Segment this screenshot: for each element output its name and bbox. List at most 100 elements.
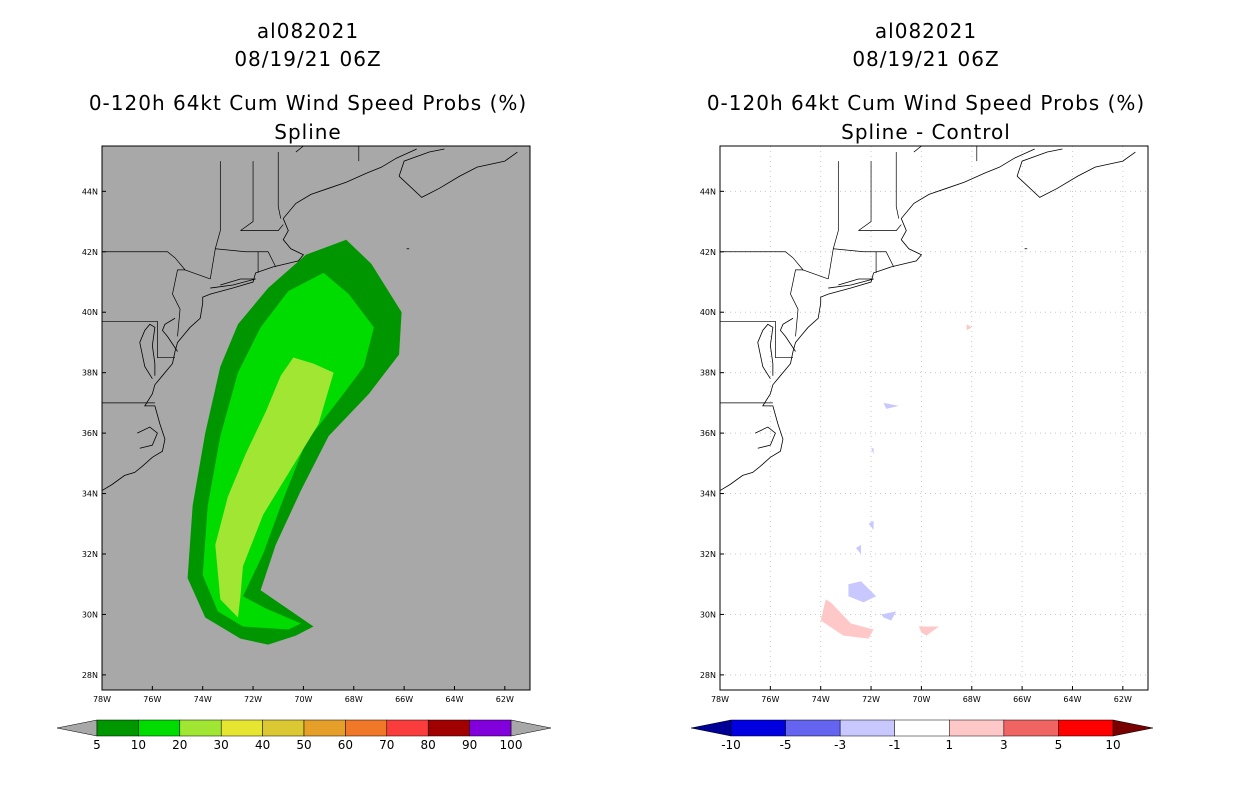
coastline [398, 148, 445, 177]
x-tick-label: 66W [1013, 695, 1031, 704]
state-border [720, 251, 829, 280]
state-border [277, 152, 282, 219]
colorbar-label: -1 [889, 738, 901, 752]
colorbar-swatch [785, 719, 841, 737]
right-colorbar: -10 -5 -3 -1 1 3 5 10 [690, 719, 1154, 752]
y-tick-label: 32N [82, 550, 98, 559]
left-panel: al082021 08/19/21 06Z 0-120h 64kt Cum Wi… [56, 19, 552, 752]
colorbar-label: 100 [500, 738, 523, 752]
y-tick-label: 42N [700, 248, 716, 257]
x-tick-label: 76W [143, 695, 161, 704]
state-border [858, 161, 872, 231]
colorbar-label: 5 [93, 738, 101, 752]
colorbar-over-arrow [1112, 719, 1154, 737]
state-border [895, 152, 900, 219]
contour-region--1--3 [868, 520, 874, 530]
left-title: 0-120h 64kt Cum Wind Speed Probs (%) [89, 91, 527, 115]
contour-region-20-30 [215, 357, 334, 618]
colorbar-label: -5 [780, 738, 792, 752]
colorbar-label: 20 [172, 738, 187, 752]
coastline [757, 323, 774, 379]
x-tick-label: 64W [1063, 695, 1081, 704]
x-tick-label: 78W [93, 695, 111, 704]
y-tick-label: 36N [82, 429, 98, 438]
colorbar-swatch [345, 719, 388, 737]
colorbar-label: 1 [945, 738, 953, 752]
x-tick-label: 78W [711, 695, 729, 704]
left-colorbar: 5 10 20 30 40 50 60 70 80 90 100 [56, 719, 552, 752]
colorbar-swatch [1058, 719, 1114, 737]
left-coastlines [102, 146, 518, 491]
x-tick-label: 68W [963, 695, 981, 704]
y-tick-label: 28N [700, 671, 716, 680]
contour-region--1--3 [848, 581, 877, 603]
y-tick-label: 30N [700, 610, 716, 619]
left-datetime: 08/19/21 06Z [234, 47, 381, 71]
contour-region--1--3 [871, 448, 874, 455]
colorbar-label: 70 [379, 738, 394, 752]
coastline [102, 148, 417, 491]
y-tick-label: 38N [82, 369, 98, 378]
left-storm-id: al082021 [257, 19, 359, 43]
y-tick-label: 28N [82, 671, 98, 680]
colorbar-label: 80 [421, 738, 436, 752]
colorbar-swatch [179, 719, 222, 737]
x-tick-label: 72W [244, 695, 262, 704]
colorbar-label: 50 [296, 738, 311, 752]
left-x-axis: 78W 76W 74W 72W 70W 68W 66W 64W 62W [93, 686, 514, 704]
y-tick-label: 30N [82, 610, 98, 619]
y-tick-label: 40N [82, 308, 98, 317]
coastline [1016, 148, 1063, 177]
state-border [720, 320, 794, 358]
x-tick-label: 62W [1114, 695, 1132, 704]
y-tick-label: 44N [700, 187, 716, 196]
colorbar-label: 60 [338, 738, 353, 752]
coastline [1016, 151, 1136, 198]
colorbar-swatch [386, 719, 429, 737]
colorbar-under-arrow [690, 719, 732, 737]
coastline [161, 317, 178, 352]
right-storm-id: al082021 [875, 19, 977, 43]
contour-region--1--3 [883, 402, 899, 409]
right-y-axis: 44N 42N 40N 38N 36N 34N 32N 30N 28N [700, 187, 724, 680]
contour-region-1-3 [966, 324, 972, 331]
x-tick-label: 76W [761, 695, 779, 704]
state-border [102, 251, 211, 280]
coastline [210, 278, 256, 289]
y-tick-label: 38N [700, 369, 716, 378]
y-tick-label: 44N [82, 187, 98, 196]
state-border [172, 269, 186, 337]
left-subtitle: Spline [274, 120, 341, 144]
x-tick-label: 74W [812, 695, 830, 704]
state-border [102, 320, 176, 358]
right-x-axis: 78W 76W 74W 72W 70W 68W 66W 64W 62W [711, 686, 1132, 704]
right-panel: al082021 08/19/21 06Z 0-120h 64kt Cum Wi… [690, 19, 1154, 752]
colorbar-swatch [96, 719, 139, 737]
x-tick-label: 66W [395, 695, 413, 704]
colorbar-swatch [894, 719, 950, 737]
y-tick-label: 32N [700, 550, 716, 559]
left-y-axis: 44N 42N 40N 38N 36N 34N 32N 30N 28N [82, 187, 106, 680]
colorbar-label: 10 [1105, 738, 1120, 752]
state-border [790, 269, 804, 337]
colorbar-label: 3 [1000, 738, 1008, 752]
left-probability-contours [187, 239, 402, 645]
coastline [139, 323, 156, 379]
right-subtitle: Spline - Control [841, 120, 1011, 144]
y-tick-label: 36N [700, 429, 716, 438]
y-tick-label: 34N [700, 490, 716, 499]
contour-region--1--3 [881, 611, 897, 621]
state-border [209, 161, 221, 280]
state-border [913, 146, 922, 153]
x-tick-label: 74W [194, 695, 212, 704]
right-map-frame [719, 145, 1149, 691]
colorbar-swatch [839, 719, 895, 737]
colorbar-over-arrow [510, 719, 552, 737]
state-border [827, 161, 839, 280]
right-gridlines [720, 146, 1148, 690]
colorbar-swatch [730, 719, 786, 737]
colorbar-swatch [469, 719, 512, 737]
left-map-frame [101, 145, 531, 691]
colorbar-label: -10 [721, 738, 741, 752]
